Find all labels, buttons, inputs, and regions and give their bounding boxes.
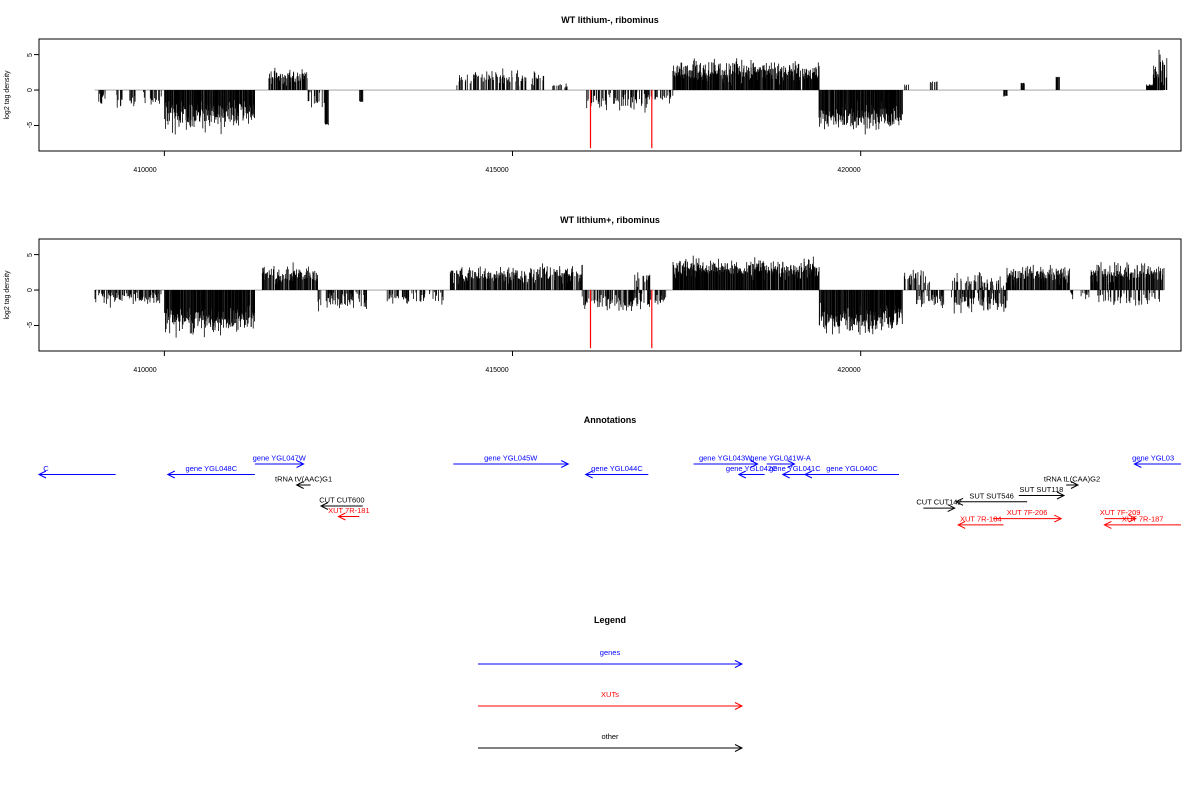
y-tick-label: 0 <box>27 288 34 292</box>
plot-frame <box>38 38 1182 152</box>
annotation-label: SUT SUT118 <box>1019 485 1063 494</box>
annotation-label: XUT 7F-209 <box>1100 508 1141 517</box>
annotation-feature: tRNA tV(AAC)G1 <box>275 475 332 489</box>
annotation-label: gene YGL040C <box>826 464 878 473</box>
annotation-label: C <box>43 464 49 473</box>
annotation-label: gene YGL041W-A <box>750 454 811 463</box>
annotation-feature: gene YGL042C <box>726 464 778 479</box>
y-tick-label: 5 <box>27 253 34 257</box>
annotation-feature: gene YGL045W <box>453 454 570 468</box>
annotation-label: CUT CUT142 <box>916 498 961 507</box>
legend-item-xut: XUTs <box>478 690 744 710</box>
annotation-feature: SUT SUT118 <box>1018 485 1066 500</box>
annotation-label: gene YGL045W <box>484 454 538 463</box>
axes-group: 410000 415000 420000 -5 0 5 log2 tag den… <box>4 253 862 374</box>
y-tick-label: 0 <box>27 88 34 92</box>
x-tick-label: 420000 <box>837 167 860 174</box>
legend-label: XUTs <box>601 690 619 699</box>
bars-group <box>94 49 1168 149</box>
panel-title: WT lithium-, ribominus <box>561 15 659 25</box>
legend: Legend genes XUTs other <box>478 615 744 752</box>
legend-items: genes XUTs other <box>478 648 744 752</box>
annotation-feature: gene YGL047W <box>253 454 307 468</box>
annotations-title: Annotations <box>584 415 637 425</box>
annotation-feature: gene YGL048C <box>166 464 255 479</box>
annotation-label: tRNA tV(AAC)G1 <box>275 475 332 484</box>
panel-lithium-plus: WT lithium+, ribominus 410000 415000 420… <box>4 215 1182 374</box>
annotation-feature: gene YGL03 <box>1132 454 1181 468</box>
annotation-feature: XUT 7F-206 <box>992 508 1063 523</box>
annotation-label: XUT 7F-206 <box>1007 508 1048 517</box>
y-tick-label: -5 <box>27 322 34 328</box>
axes-group: 410000 415000 420000 -5 0 5 log2 tag den… <box>4 53 862 174</box>
annotation-label: CUT CUT600 <box>319 496 364 505</box>
y-axis-label: log2 tag density <box>4 270 11 320</box>
legend-title: Legend <box>594 615 626 625</box>
annotation-label: SUT SUT546 <box>969 491 1013 500</box>
annotation-feature: gene YGL041C <box>769 464 821 479</box>
x-tick-label: 410000 <box>133 367 156 374</box>
annotation-feature: XUT 7F-209 <box>1100 508 1141 523</box>
annotation-feature: gene YGL043W <box>693 454 759 468</box>
annotation-label: XUT 7R-181 <box>328 506 370 515</box>
annotation-feature: C <box>37 464 116 479</box>
annotation-feature: tRNA tL(CAA)G2 <box>1044 475 1100 489</box>
annotation-label: gene YGL043W <box>699 454 753 463</box>
bars-group <box>94 255 1165 349</box>
y-axis-label: log2 tag density <box>4 70 11 120</box>
x-tick-label: 420000 <box>837 367 860 374</box>
annotation-label: tRNA tL(CAA)G2 <box>1044 475 1100 484</box>
annotation-label: gene YGL047W <box>253 454 307 463</box>
plot-frame <box>38 238 1182 352</box>
annotation-feature: gene YGL040C <box>803 464 899 479</box>
legend-label: other <box>601 732 619 741</box>
annotation-label: gene YGL048C <box>186 464 238 473</box>
annotation-label: gene YGL03 <box>1132 454 1174 463</box>
annotation-feature: CUT CUT142 <box>916 498 962 513</box>
annotation-label: gene YGL044C <box>591 464 643 473</box>
x-tick-label: 410000 <box>133 167 156 174</box>
panel-title: WT lithium+, ribominus <box>560 215 660 225</box>
legend-label: genes <box>600 648 621 657</box>
annotation-feature: gene YGL041W-A <box>750 454 811 468</box>
legend-item-other: other <box>478 732 744 752</box>
annotation-feature: XUT 7R-184 <box>957 514 1004 529</box>
panel-lithium-minus: WT lithium-, ribominus 410000 415000 420… <box>4 15 1182 174</box>
legend-item-gene: genes <box>478 648 744 668</box>
annotation-feature: XUT 7R-181 <box>328 506 370 521</box>
x-tick-label: 415000 <box>485 167 508 174</box>
annotation-label: XUT 7R-184 <box>960 514 1002 523</box>
annotation-feature: CUT CUT600 <box>319 496 365 510</box>
annotation-feature: XUT 7R-187 <box>1103 514 1181 529</box>
annotation-label: XUT 7R-187 <box>1122 514 1164 523</box>
annotation-feature: SUT SUT546 <box>954 491 1028 506</box>
annotation-feature: gene YGL044C <box>584 464 649 479</box>
y-tick-label: 5 <box>27 53 34 57</box>
annotation-label: gene YGL042C <box>726 464 778 473</box>
annotation-label: gene YGL041C <box>769 464 821 473</box>
x-tick-label: 415000 <box>485 367 508 374</box>
y-tick-label: -5 <box>27 122 34 128</box>
